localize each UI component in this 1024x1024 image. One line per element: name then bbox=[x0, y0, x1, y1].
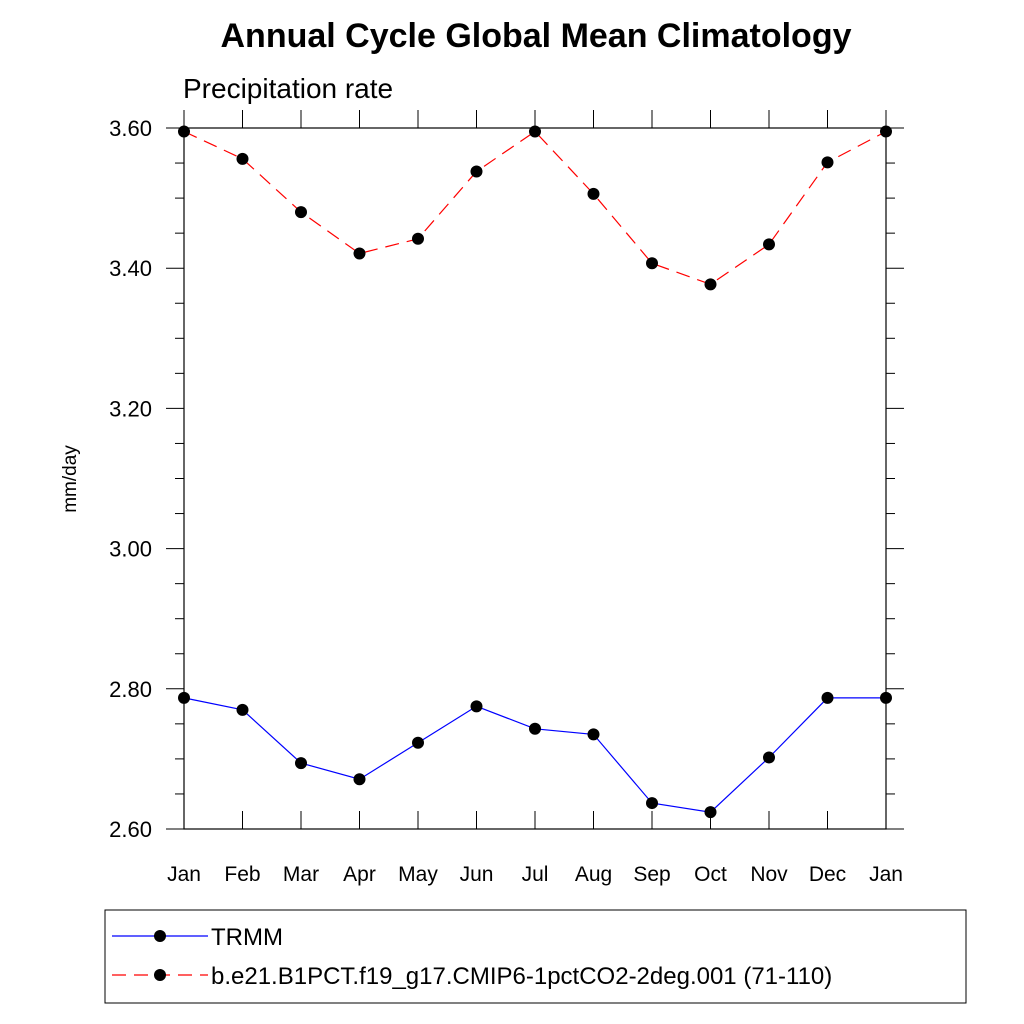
legend-label: TRMM bbox=[211, 924, 283, 951]
data-point bbox=[646, 257, 658, 270]
series-line bbox=[183, 130, 887, 285]
series-line bbox=[183, 697, 886, 813]
x-tick-label: Feb bbox=[224, 863, 260, 886]
axis-ticks bbox=[166, 110, 904, 830]
series-model bbox=[178, 125, 892, 291]
data-point bbox=[178, 125, 190, 138]
x-tick-label: Jun bbox=[460, 863, 494, 886]
x-tick-label: Sep bbox=[633, 863, 670, 886]
legend-items: TRMM b.e21.B1PCT.f19_g17.CMIP6-1pctCO2-2d… bbox=[112, 924, 832, 990]
legend-item: b.e21.B1PCT.f19_g17.CMIP6-1pctCO2-2deg.0… bbox=[112, 963, 832, 990]
series-trmm bbox=[178, 691, 892, 819]
chart-title: Annual Cycle Global Mean Climatology bbox=[221, 17, 852, 55]
series-layer bbox=[178, 125, 892, 819]
data-point bbox=[529, 722, 541, 735]
data-point bbox=[880, 691, 892, 704]
y-tick-label: 3.20 bbox=[109, 396, 152, 421]
data-point bbox=[295, 206, 307, 219]
data-point bbox=[821, 691, 834, 704]
y-tick-label: 2.80 bbox=[109, 677, 152, 702]
legend-label: b.e21.B1PCT.f19_g17.CMIP6-1pctCO2-2deg.0… bbox=[211, 963, 832, 990]
data-point bbox=[821, 156, 834, 169]
legend-marker bbox=[154, 930, 166, 942]
x-tick-labels: Jan Feb Mar Apr May Jun Jul Aug Sep Oct Nov Dec Jan bbox=[167, 863, 903, 886]
data-point bbox=[880, 125, 892, 138]
x-tick-label: Nov bbox=[750, 863, 788, 886]
data-point bbox=[704, 278, 717, 291]
data-point bbox=[236, 152, 249, 165]
data-point bbox=[587, 728, 600, 741]
y-tick-label: 3.00 bbox=[109, 537, 152, 562]
data-point bbox=[529, 125, 541, 138]
data-point bbox=[236, 703, 249, 716]
data-point bbox=[704, 806, 717, 819]
legend-box bbox=[104, 909, 967, 1004]
data-point bbox=[412, 736, 424, 749]
data-point bbox=[412, 232, 424, 245]
data-point bbox=[353, 247, 366, 260]
data-point bbox=[646, 797, 658, 810]
x-tick-label: Apr bbox=[343, 863, 376, 886]
data-point bbox=[763, 238, 775, 251]
data-point bbox=[178, 691, 190, 704]
data-point bbox=[587, 187, 600, 200]
x-tick-label: Oct bbox=[694, 863, 727, 886]
data-point bbox=[295, 757, 307, 770]
x-tick-label: May bbox=[398, 863, 438, 886]
x-tick-label: Jul bbox=[522, 863, 549, 886]
y-tick-label: 2.60 bbox=[109, 817, 152, 842]
x-tick-label: Dec bbox=[809, 863, 846, 886]
data-point bbox=[353, 773, 366, 786]
chart-subtitle: Precipitation rate bbox=[183, 73, 393, 104]
data-point bbox=[470, 700, 483, 713]
y-tick-labels: 2.60 2.80 3.00 3.20 3.40 3.60 bbox=[109, 116, 152, 842]
data-point bbox=[470, 165, 483, 178]
y-tick-label: 3.60 bbox=[109, 116, 152, 141]
x-tick-label: Mar bbox=[283, 863, 319, 886]
legend-item: TRMM bbox=[112, 924, 283, 951]
y-axis-label: mm/day bbox=[60, 445, 81, 513]
x-tick-label: Aug bbox=[575, 863, 612, 886]
data-point bbox=[763, 751, 775, 764]
legend: TRMM b.e21.B1PCT.f19_g17.CMIP6-1pctCO2-2d… bbox=[104, 909, 967, 1004]
legend-marker bbox=[154, 969, 166, 981]
x-tick-label: Jan bbox=[869, 863, 903, 886]
x-tick-label: Jan bbox=[167, 863, 201, 886]
y-tick-label: 3.40 bbox=[109, 256, 152, 281]
